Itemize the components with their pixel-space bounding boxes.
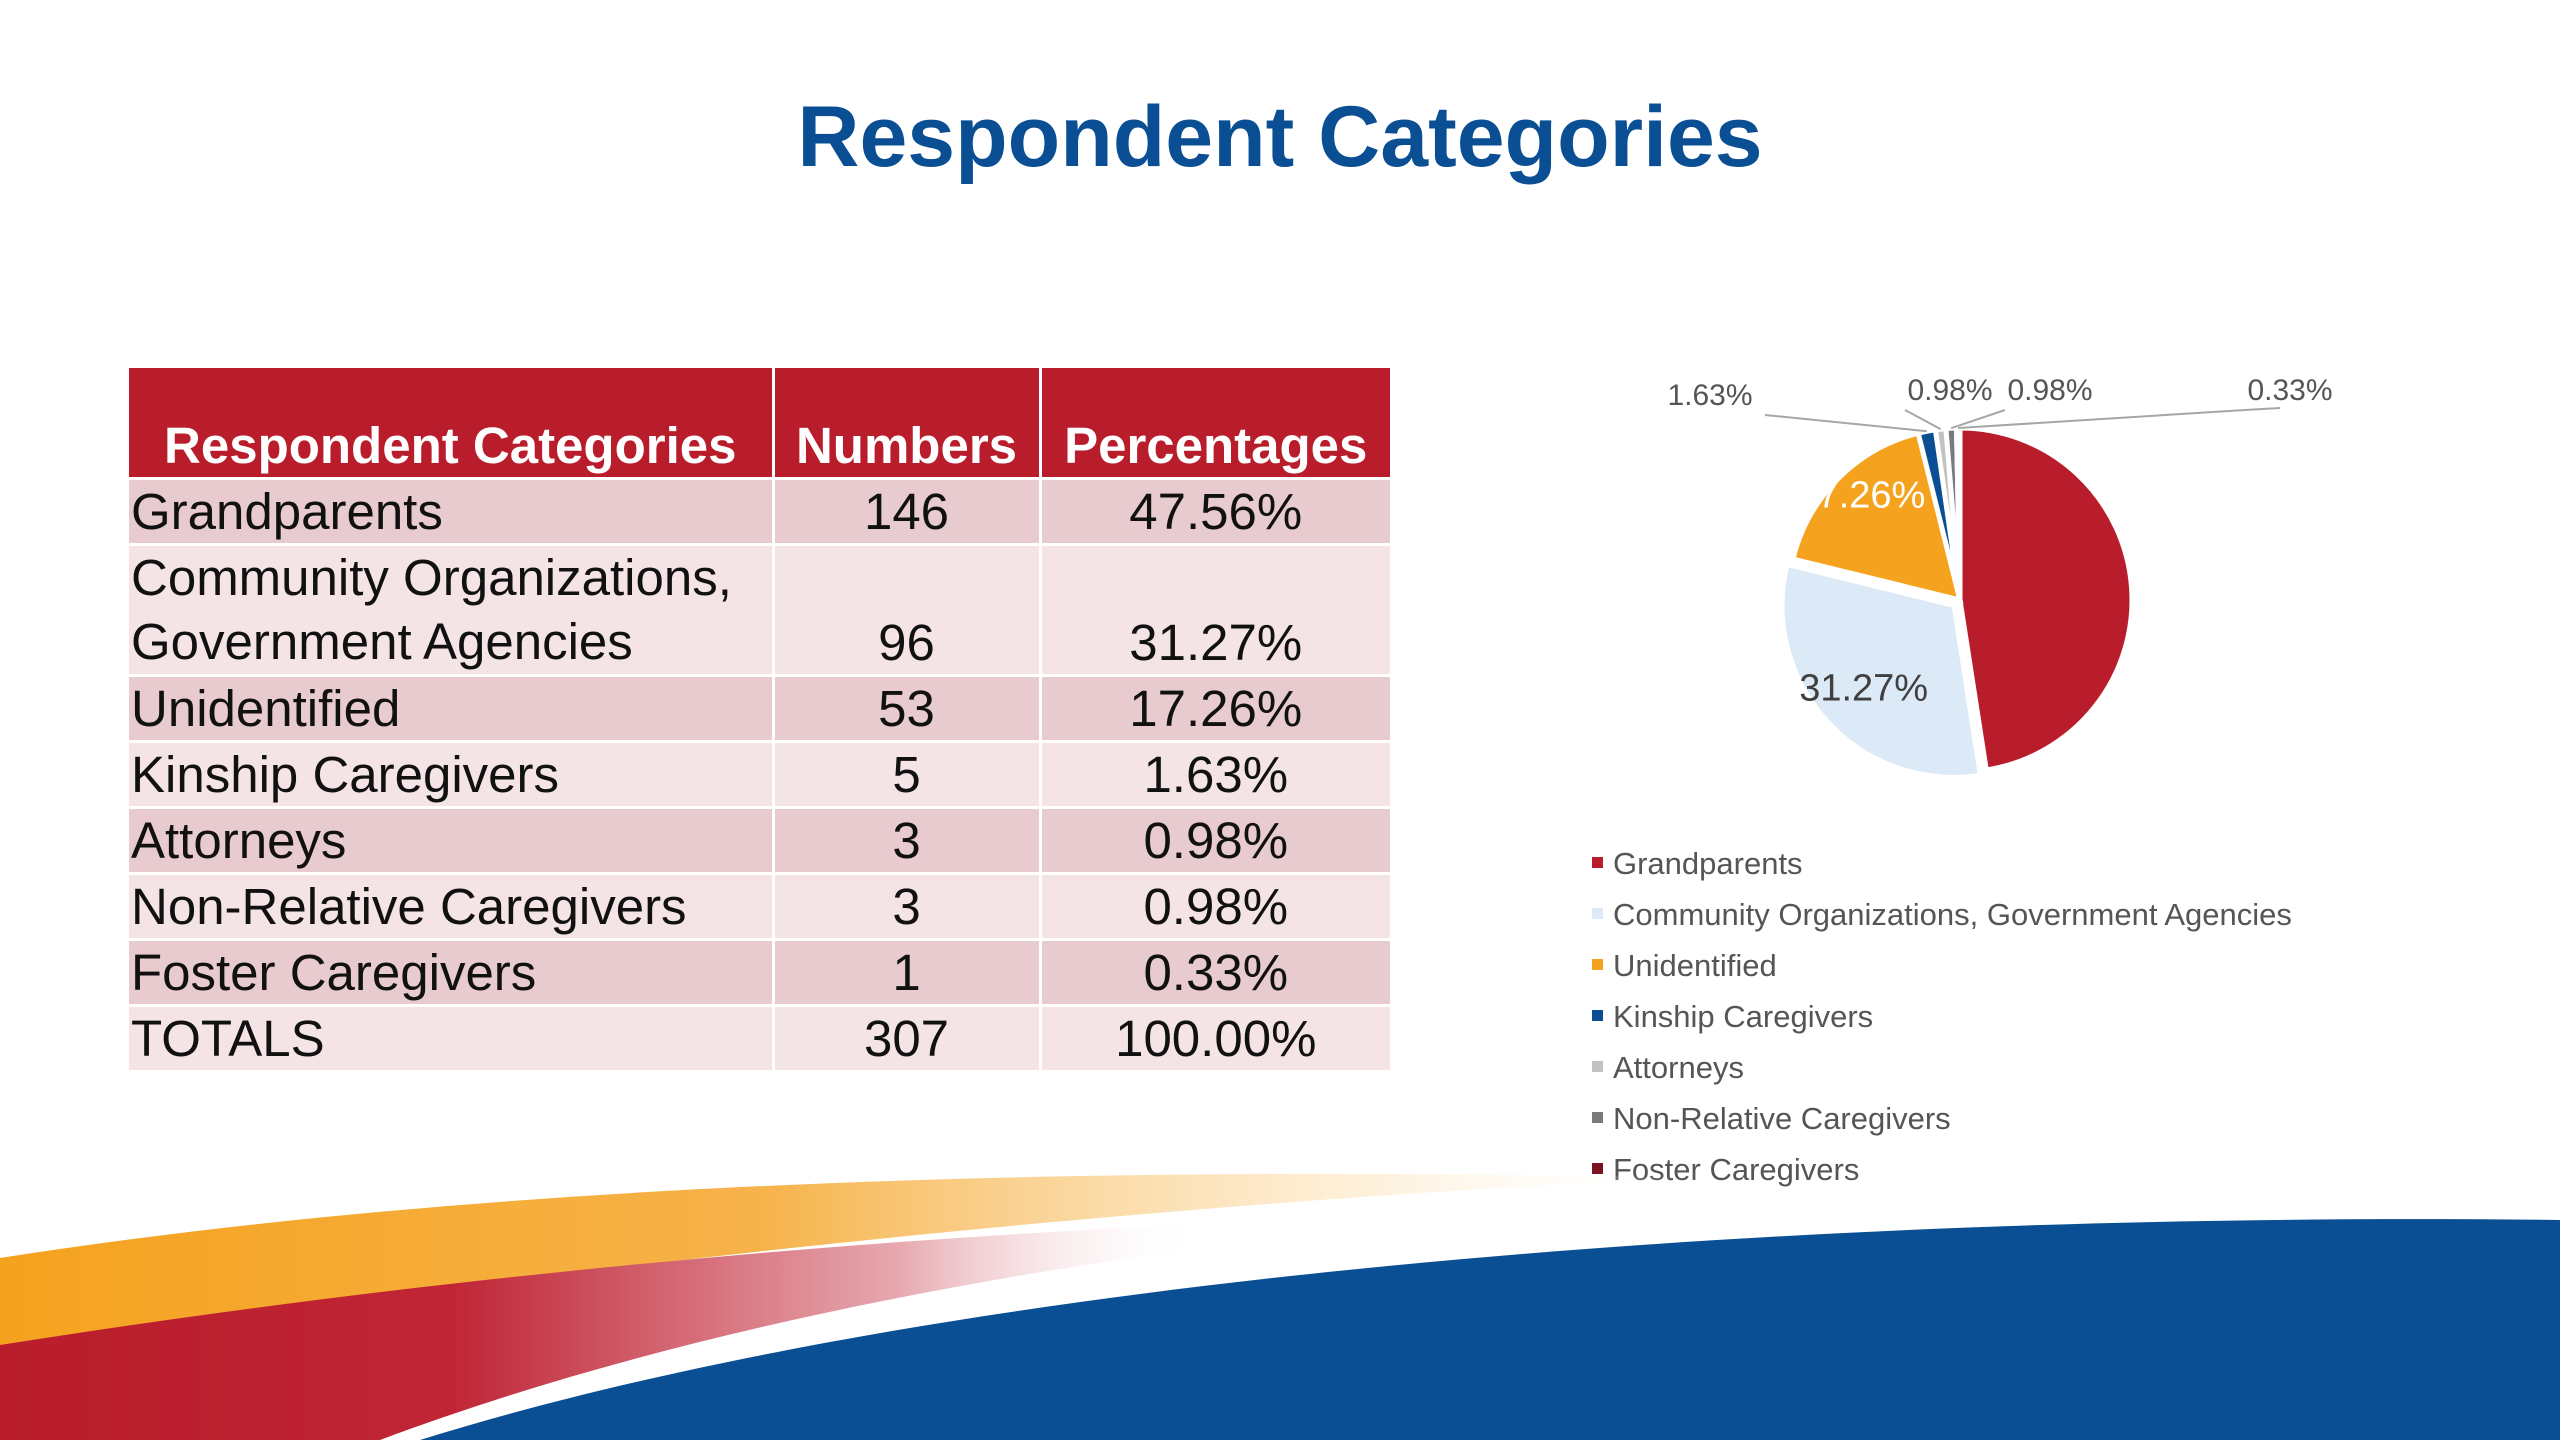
category-cell: Foster Caregivers (129, 938, 773, 1006)
pie-slice-community-organizations-government-agencies (1779, 561, 1984, 780)
number-cell: 3 (771, 872, 1040, 940)
legend-label: Grandparents (1613, 846, 1803, 881)
legend-swatch (1592, 1112, 1603, 1124)
percentage-cell: 17.26% (1038, 674, 1390, 742)
table-row: Non-Relative Caregivers 3 0.98% (129, 872, 1390, 940)
header-numbers: Numbers (771, 368, 1040, 479)
header-category: Respondent Categories (129, 368, 773, 479)
number-cell: 5 (771, 740, 1040, 808)
legend-label: Unidentified (1613, 948, 1777, 983)
category-line: Government Agencies (131, 613, 633, 670)
header-percentages: Percentages (1038, 368, 1390, 479)
legend-swatch (1592, 1061, 1603, 1073)
legend-item: Community Organizations, Government Agen… (1592, 889, 2292, 940)
decorative-wave (0, 1173, 2560, 1440)
category-cell: Attorneys (129, 806, 773, 874)
page-title: Respondent Categories (797, 89, 1763, 185)
number-cell: 53 (771, 674, 1040, 742)
respondent-table: Respondent Categories Numbers Percentage… (129, 368, 1390, 1070)
leader-line (1958, 407, 2281, 430)
percentage-cell: 31.27% (1038, 543, 1390, 676)
table-row: Grandparents 146 47.56% (129, 477, 1390, 545)
number-cell: 96 (771, 543, 1040, 676)
legend-swatch (1592, 908, 1603, 920)
percentage-cell: 100.00% (1038, 1004, 1390, 1070)
legend-label: Attorneys (1613, 1050, 1744, 1085)
legend-item: Grandparents (1592, 838, 2292, 889)
blue-swoosh (420, 1219, 2560, 1440)
category-cell: Kinship Caregivers (129, 740, 773, 808)
category-cell: Non-Relative Caregivers (129, 872, 773, 940)
leader-line (1904, 409, 1942, 430)
legend-item: Unidentified (1592, 940, 2292, 991)
data-label: 0.98% (2007, 374, 2092, 407)
data-label: 17.26% (1796, 474, 1925, 516)
pie-chart: 31.27% 17.26% 1.63% 0.98% 0.98% 0.33% (1667, 374, 2333, 780)
orange-swoosh (0, 1173, 1700, 1350)
percentage-cell: 47.56% (1038, 477, 1390, 545)
category-cell: Community Organizations, Government Agenc… (129, 543, 773, 676)
table-row: Attorneys 3 0.98% (129, 806, 1390, 874)
legend-label: Foster Caregivers (1613, 1152, 1860, 1187)
chart-legend: Grandparents Community Organizations, Gov… (1592, 838, 2292, 1195)
table-row: Foster Caregivers 1 0.33% (129, 938, 1390, 1006)
legend-swatch (1592, 1010, 1603, 1022)
legend-label: Non-Relative Caregivers (1613, 1101, 1951, 1136)
number-cell: 1 (771, 938, 1040, 1006)
data-label: 0.33% (2247, 374, 2332, 407)
legend-item: Non-Relative Caregivers (1592, 1093, 2292, 1144)
table-row: Unidentified 53 17.26% (129, 674, 1390, 742)
percentage-cell: 1.63% (1038, 740, 1390, 808)
legend-swatch (1592, 1163, 1603, 1175)
table-row: Kinship Caregivers 5 1.63% (129, 740, 1390, 808)
pie-slice-grandparents (1957, 425, 2135, 773)
pie-chart-area: 31.27% 17.26% 1.63% 0.98% 0.98% 0.33% (1650, 360, 2450, 800)
percentage-cell: 0.33% (1038, 938, 1390, 1006)
red-swoosh (0, 1215, 1500, 1440)
legend-label: Community Organizations, Government Agen… (1613, 897, 2292, 932)
legend-item: Kinship Caregivers (1592, 991, 2292, 1042)
leader-line (1950, 409, 2006, 430)
legend-item: Foster Caregivers (1592, 1144, 2292, 1195)
data-label: 31.27% (1799, 667, 1928, 709)
data-label: 1.63% (1667, 379, 1752, 412)
category-line: Community Organizations, (131, 549, 732, 606)
pie-slice-foster-caregivers (1953, 425, 1963, 601)
leader-line (1764, 414, 1927, 433)
category-cell: TOTALS (129, 1004, 773, 1070)
table-row: Community Organizations, Government Agenc… (129, 543, 1390, 676)
category-cell: Grandparents (129, 477, 773, 545)
data-label: 0.98% (1907, 374, 1992, 407)
totals-row: TOTALS 307 100.00% (129, 1004, 1390, 1070)
percentage-cell: 0.98% (1038, 872, 1390, 940)
category-cell: Unidentified (129, 674, 773, 742)
percentage-cell: 0.98% (1038, 806, 1390, 874)
legend-swatch (1592, 959, 1603, 971)
legend-item: Attorneys (1592, 1042, 2292, 1093)
table-header-row: Respondent Categories Numbers Percentage… (129, 368, 1390, 479)
pie-slice-unidentified (1789, 430, 1964, 604)
number-cell: 146 (771, 477, 1040, 545)
legend-swatch (1592, 857, 1603, 869)
number-cell: 307 (771, 1004, 1040, 1070)
number-cell: 3 (771, 806, 1040, 874)
legend-label: Kinship Caregivers (1613, 999, 1874, 1034)
